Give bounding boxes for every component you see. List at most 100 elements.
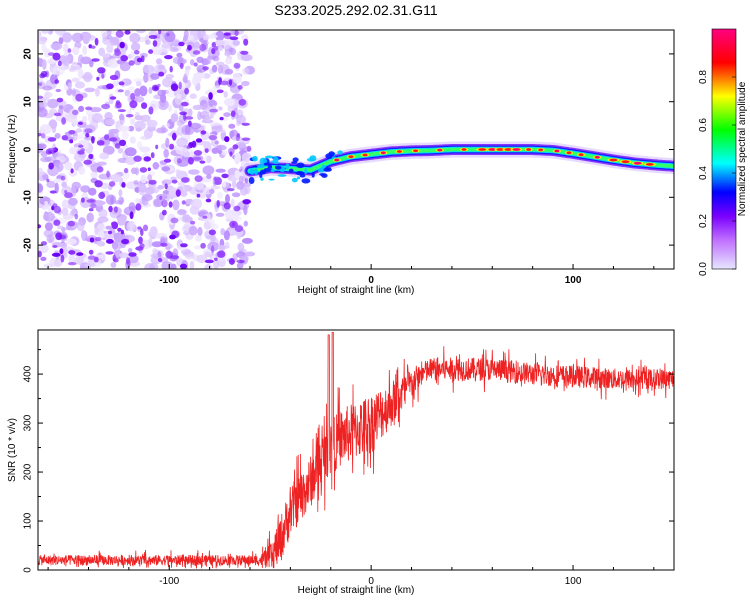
noise-blob: [128, 252, 137, 257]
colorbar-tick-label: 0.2: [698, 214, 709, 228]
noise-blob: [179, 263, 188, 269]
noise-blob: [133, 180, 139, 185]
ridge-peak: [621, 160, 630, 164]
noise-blob: [40, 256, 47, 261]
noise-blob: [193, 62, 198, 67]
noise-blob: [44, 91, 53, 98]
noise-blob: [208, 229, 216, 236]
noise-blob: [128, 125, 135, 132]
noise-blob: [38, 183, 44, 193]
noise-blob: [182, 151, 190, 158]
noise-blob: [149, 226, 158, 237]
noise-blob: [187, 44, 192, 51]
noise-blob: [157, 64, 165, 70]
noise-blob: [123, 167, 129, 174]
noise-blob: [80, 185, 91, 193]
noise-blob: [64, 161, 73, 171]
noise-blob: [195, 234, 202, 242]
noise-blob: [175, 189, 181, 197]
noise-blob: [57, 225, 64, 230]
ridge-blob: [252, 155, 258, 162]
noise-blob: [106, 43, 114, 54]
noise-blob: [215, 61, 225, 67]
noise-blob: [136, 57, 143, 63]
x-tick-label: 0: [368, 275, 374, 286]
noise-blob: [97, 85, 109, 90]
noise-blob: [84, 128, 93, 134]
ridge-blob: [292, 157, 299, 162]
noise-blob: [157, 258, 163, 262]
noise-blob: [244, 185, 251, 195]
ridge-blob: [259, 157, 268, 165]
noise-blob: [91, 136, 95, 144]
noise-blob: [138, 183, 147, 193]
ridge-peak: [413, 149, 419, 153]
noise-blob: [74, 256, 84, 265]
noise-blob: [88, 208, 94, 212]
noise-blob: [144, 186, 155, 195]
noise-blob: [62, 32, 73, 43]
ridge-blob: [299, 173, 306, 178]
noise-blob: [110, 195, 115, 205]
noise-blob: [75, 93, 84, 102]
noise-blob: [241, 137, 251, 141]
noise-blob: [166, 32, 170, 37]
noise-blob: [65, 238, 77, 245]
noise-blob: [242, 199, 252, 205]
noise-blob: [216, 89, 224, 94]
noise-blob: [211, 125, 223, 133]
noise-blob: [74, 81, 86, 89]
noise-blob: [223, 230, 230, 241]
noise-blob: [134, 115, 143, 121]
noise-blob: [121, 238, 130, 245]
noise-blob: [192, 156, 202, 161]
snr-panel: -100 0 100 0 100 200 300 400 Height of straigh…: [7, 329, 675, 596]
noise-blob: [169, 143, 175, 150]
noise-blob: [192, 104, 203, 111]
noise-blob: [170, 217, 179, 224]
noise-blob: [192, 254, 200, 262]
noise-blob: [134, 96, 145, 103]
y-tick-label: 20: [23, 48, 34, 60]
noise-blob: [44, 201, 49, 206]
noise-blob: [150, 256, 162, 265]
noise-blob: [188, 120, 192, 127]
noise-blob: [169, 47, 179, 52]
noise-blob: [234, 152, 241, 163]
noise-blob: [40, 151, 48, 158]
noise-blob: [143, 156, 152, 162]
noise-blob: [172, 199, 180, 211]
noise-blob: [46, 178, 50, 183]
noise-blob: [214, 257, 218, 261]
noise-blob: [190, 59, 195, 66]
noise-blob: [202, 66, 209, 71]
noise-blob: [189, 260, 195, 269]
noise-blob: [224, 58, 233, 65]
noise-blob: [148, 35, 158, 39]
noise-blob: [163, 148, 169, 158]
noise-blob: [224, 51, 232, 57]
noise-blob: [161, 199, 168, 208]
noise-blob: [38, 133, 42, 137]
ridge-peak: [578, 153, 584, 157]
spectrogram-x-axis: -100 0 100: [47, 264, 655, 286]
noise-blob: [119, 41, 125, 49]
noise-blob: [220, 80, 229, 86]
ridge-blob: [270, 160, 277, 163]
noise-blob: [236, 114, 246, 125]
noise-blob: [186, 145, 191, 149]
noise-blob: [119, 61, 131, 72]
noise-blob: [51, 252, 61, 257]
noise-blob: [137, 226, 142, 230]
noise-blob: [72, 117, 78, 127]
noise-blob: [105, 225, 113, 230]
noise-blob: [226, 188, 235, 192]
noise-blob: [199, 43, 207, 52]
noise-blob: [114, 50, 121, 56]
spectrogram-y-label: Frequency (Hz): [7, 115, 18, 184]
noise-blob: [96, 223, 106, 233]
noise-blob: [218, 244, 226, 252]
noise-blob: [72, 135, 82, 140]
noise-blob: [68, 253, 76, 265]
noise-blob: [144, 263, 156, 269]
